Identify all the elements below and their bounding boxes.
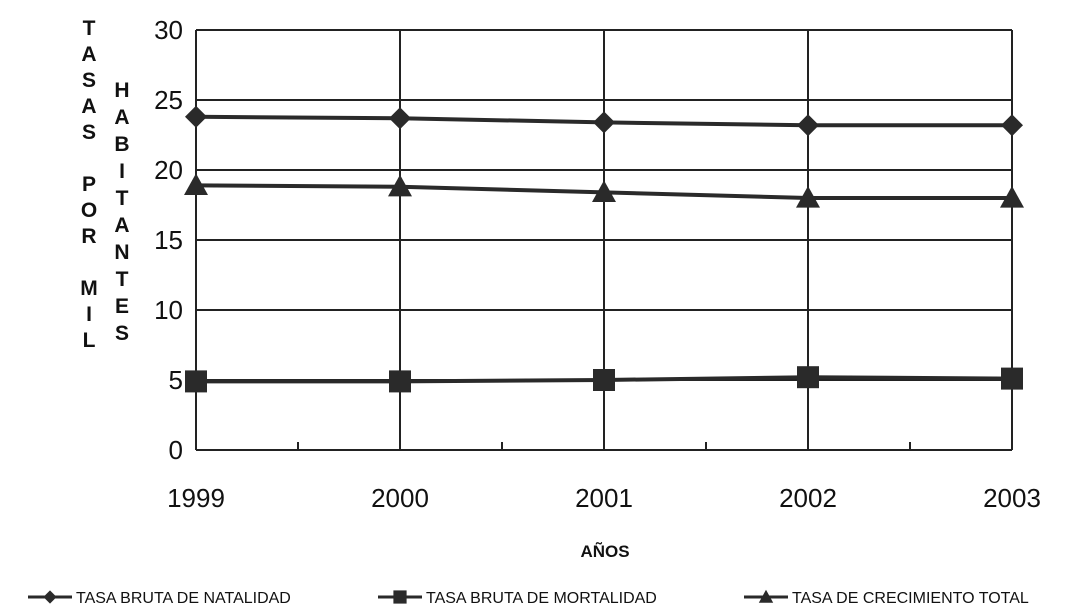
data-point-square: [797, 366, 819, 389]
y-axis-label-letter: T: [116, 187, 129, 210]
y-tick-label: 15: [154, 225, 183, 255]
data-point-square: [185, 370, 207, 393]
data-point-square: [389, 370, 411, 393]
y-axis-label-letter: R: [81, 225, 96, 248]
y-axis-label-letter: S: [82, 69, 96, 92]
data-point-square: [393, 590, 407, 604]
y-axis-label-letter: P: [82, 173, 96, 196]
data-point-triangle: [184, 173, 208, 195]
series-square: [185, 366, 1023, 393]
legend-item: TASA BRUTA DE MORTALIDAD: [378, 590, 657, 607]
data-point-square: [593, 369, 615, 391]
legend: TASA BRUTA DE NATALIDAD TASA BRUTA DE MOR…: [28, 589, 1029, 607]
series-diamond: [185, 105, 1023, 137]
y-axis-label-letter: I: [119, 160, 125, 183]
y-axis-label-letter: H: [114, 79, 129, 102]
y-axis-label-letter: S: [115, 322, 129, 345]
data-point-square: [1001, 367, 1023, 390]
y-tick-label: 0: [169, 435, 183, 465]
y-axis-label-letter: A: [81, 43, 96, 66]
y-tick-label: 30: [154, 15, 183, 45]
y-axis-label-letter: B: [114, 133, 129, 156]
y-axis-label-letter: S: [82, 121, 96, 144]
y-axis-label-letter: T: [116, 268, 129, 291]
y-tick-label: 5: [169, 365, 183, 395]
legend-label: TASA BRUTA DE NATALIDAD: [76, 590, 291, 607]
y-axis-label-letter: A: [114, 214, 129, 237]
series-triangle: [184, 173, 1024, 208]
data-point-diamond: [1001, 114, 1023, 137]
x-tick-label: 2000: [371, 483, 429, 513]
y-axis-label-letter: M: [80, 277, 98, 300]
data-point-diamond: [593, 111, 615, 134]
y-axis-label-letter: T: [83, 17, 96, 40]
y-axis-label-letter: E: [115, 295, 129, 318]
data-point-triangle: [1000, 186, 1024, 208]
legend-label: TASA DE CRECIMIENTO TOTAL: [792, 590, 1029, 607]
y-axis: 0 5 10 15 20 25 30: [154, 15, 183, 465]
data-point-triangle: [388, 174, 412, 197]
data-point-diamond: [185, 105, 207, 128]
legend-item: TASA DE CRECIMIENTO TOTAL: [744, 589, 1029, 607]
y-axis-label-letter: A: [81, 95, 96, 118]
x-tick-label: 1999: [167, 483, 225, 513]
data-point-triangle: [592, 180, 616, 202]
y-axis-label-letter: L: [83, 329, 96, 352]
x-tick-label: 2003: [983, 483, 1041, 513]
x-axis: 1999 2000 2001 2002 2003: [167, 483, 1041, 513]
y-tick-label: 10: [154, 295, 183, 325]
data-point-diamond: [797, 114, 819, 137]
x-tick-label: 2002: [779, 483, 837, 513]
y-axis-label-letter: I: [86, 303, 92, 326]
data-point-diamond: [43, 590, 57, 604]
data-point-triangle: [796, 186, 820, 208]
legend-item: TASA BRUTA DE NATALIDAD: [28, 590, 291, 607]
data-point-diamond: [389, 107, 411, 130]
y-axis-label-letter: A: [114, 106, 129, 129]
x-tick-label: 2001: [575, 483, 633, 513]
series: [184, 105, 1024, 393]
y-axis-label-letter: O: [81, 199, 97, 222]
x-axis-label: AÑOS: [580, 541, 629, 561]
y-axis-label-letter: N: [114, 241, 129, 264]
legend-label: TASA BRUTA DE MORTALIDAD: [426, 590, 657, 607]
y-tick-label: 25: [154, 85, 183, 115]
y-tick-label: 20: [154, 155, 183, 185]
data-point-triangle: [758, 589, 774, 603]
